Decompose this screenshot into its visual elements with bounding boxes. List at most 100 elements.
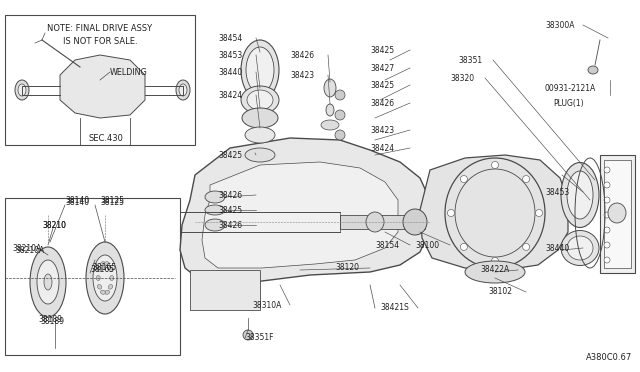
Circle shape [447,209,454,217]
Ellipse shape [245,127,275,143]
Ellipse shape [241,86,279,114]
Circle shape [536,209,543,217]
Text: 38421S: 38421S [380,304,409,312]
Text: 00931-2121A: 00931-2121A [545,83,596,93]
Ellipse shape [96,276,100,280]
Circle shape [460,243,467,250]
Polygon shape [202,162,398,268]
Circle shape [604,242,610,248]
Ellipse shape [403,209,427,235]
Text: 38423: 38423 [290,71,314,80]
Text: 38425: 38425 [218,205,242,215]
Text: 38189: 38189 [38,315,62,324]
Text: 38189: 38189 [40,317,64,327]
Text: 38100: 38100 [415,241,439,250]
Ellipse shape [15,80,29,100]
Bar [340,215,425,229]
Text: 38351: 38351 [458,55,482,64]
Ellipse shape [205,205,225,215]
Text: 38140: 38140 [65,198,89,206]
Ellipse shape [104,262,109,266]
Polygon shape [180,138,430,285]
Ellipse shape [245,148,275,162]
Text: 38425: 38425 [218,151,242,160]
Circle shape [604,182,610,188]
Text: 38425: 38425 [370,45,394,55]
Text: 38427: 38427 [370,64,394,73]
Ellipse shape [205,219,225,231]
Circle shape [460,176,467,183]
Ellipse shape [608,203,626,223]
Text: PLUG(1): PLUG(1) [553,99,584,108]
Ellipse shape [366,212,384,232]
Ellipse shape [97,285,102,289]
Ellipse shape [86,242,124,314]
Circle shape [604,212,610,218]
Circle shape [492,161,499,169]
Ellipse shape [567,236,593,260]
Ellipse shape [30,247,66,317]
Text: 38422A: 38422A [480,266,509,275]
Bar [5,15,195,145]
Ellipse shape [465,261,525,283]
Text: 38210: 38210 [42,221,66,230]
Circle shape [604,167,610,173]
Ellipse shape [37,260,59,304]
Text: 38165: 38165 [92,263,116,273]
Text: 38320: 38320 [450,74,474,83]
Text: 38454: 38454 [218,33,243,42]
Ellipse shape [588,66,598,74]
FancyBboxPatch shape [604,160,631,268]
Circle shape [335,90,345,100]
Text: 38154: 38154 [375,241,399,250]
Circle shape [492,257,499,264]
Ellipse shape [104,290,109,294]
FancyBboxPatch shape [600,155,635,273]
Ellipse shape [109,276,114,280]
Ellipse shape [241,40,279,100]
Ellipse shape [44,274,52,290]
Circle shape [335,130,345,140]
Ellipse shape [246,47,274,93]
Ellipse shape [108,267,113,272]
Text: 38426: 38426 [218,221,242,230]
Text: 38426: 38426 [218,190,242,199]
Ellipse shape [567,171,593,219]
Ellipse shape [108,285,113,289]
Text: 38453: 38453 [545,187,569,196]
Circle shape [243,330,253,340]
Bar [5,198,180,355]
Text: 38453: 38453 [218,51,243,60]
Text: 38425: 38425 [370,80,394,90]
Text: 38440: 38440 [545,244,569,253]
Text: WELDING: WELDING [110,67,148,77]
Ellipse shape [100,290,106,294]
Text: 38424: 38424 [218,90,242,99]
Circle shape [604,257,610,263]
Circle shape [335,110,345,120]
Circle shape [523,243,530,250]
Ellipse shape [242,108,278,128]
Ellipse shape [326,104,334,116]
Ellipse shape [18,84,26,96]
Ellipse shape [561,163,599,228]
Ellipse shape [324,79,336,97]
Text: 38423: 38423 [370,125,394,135]
Text: 38440: 38440 [218,67,243,77]
Text: 38125: 38125 [100,198,124,206]
Ellipse shape [205,191,225,203]
Polygon shape [420,155,568,270]
Text: 38140: 38140 [65,196,89,205]
Ellipse shape [100,262,106,266]
Bar [190,270,260,310]
Text: 38125: 38125 [100,196,124,205]
Ellipse shape [179,84,187,96]
Ellipse shape [176,80,190,100]
Text: 38426: 38426 [290,51,314,60]
Text: 38351F: 38351F [245,334,273,343]
Text: 38300A: 38300A [545,20,575,29]
Polygon shape [60,55,145,118]
Ellipse shape [561,231,599,266]
Ellipse shape [93,255,117,301]
Circle shape [604,197,610,203]
